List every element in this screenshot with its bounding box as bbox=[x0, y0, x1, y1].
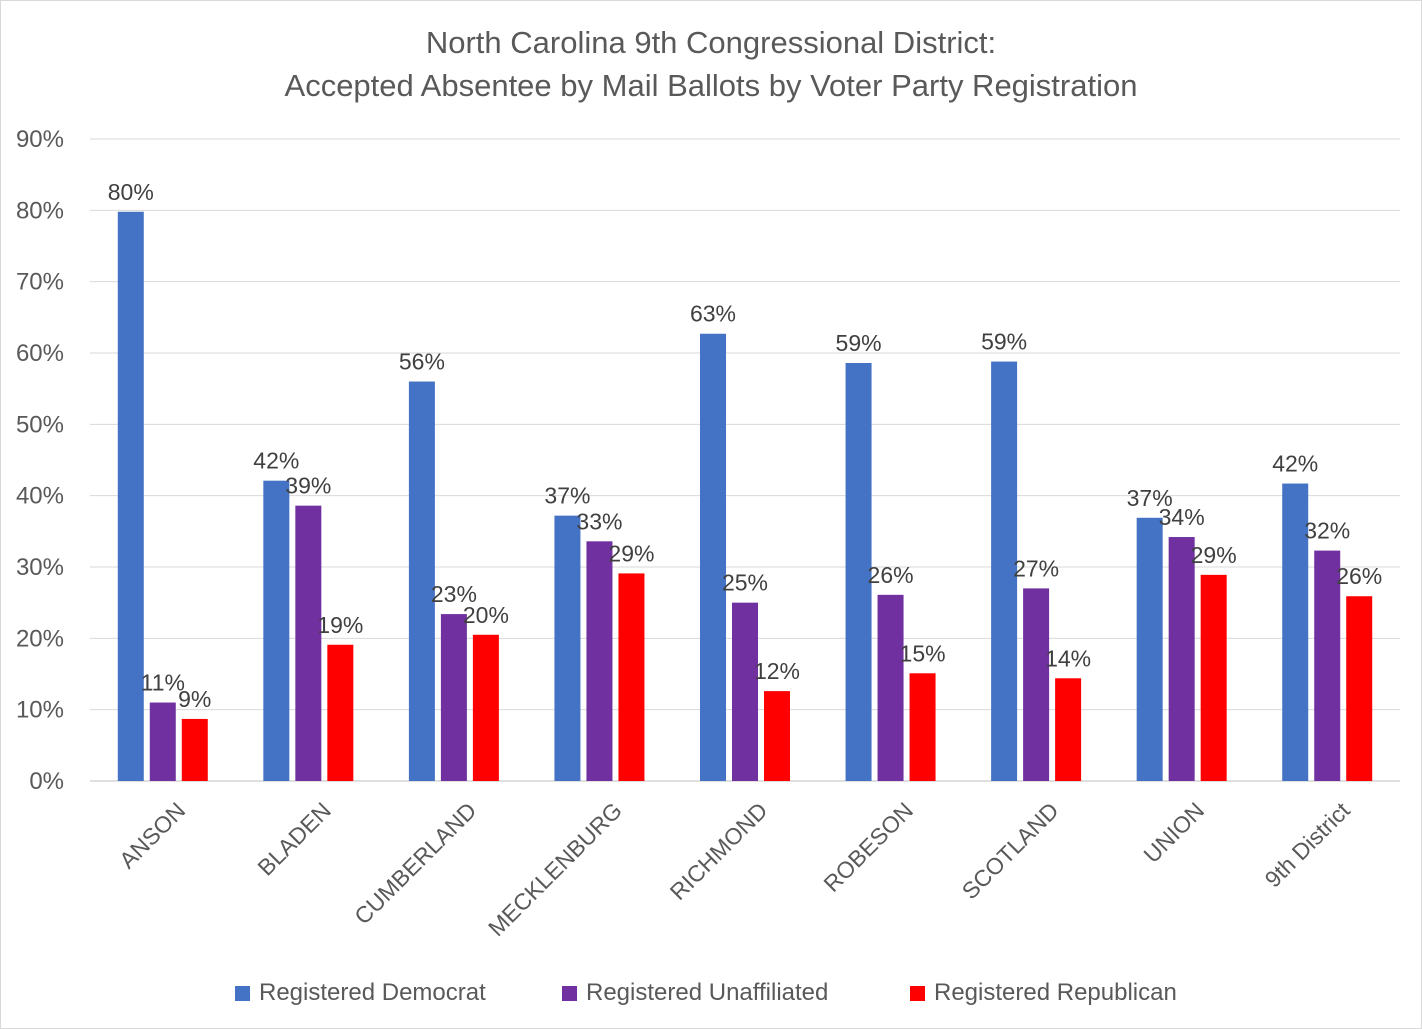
y-tick-label: 30% bbox=[16, 554, 64, 581]
bar-republican bbox=[909, 673, 936, 781]
data-label: 14% bbox=[1045, 645, 1091, 671]
bar-republican bbox=[1346, 596, 1373, 781]
legend-swatch-unaffiliated bbox=[562, 985, 577, 1001]
data-label: 80% bbox=[108, 179, 154, 205]
bar-unaffiliated bbox=[1023, 588, 1050, 781]
data-label: 42% bbox=[1272, 451, 1318, 477]
bar-democrat bbox=[991, 361, 1018, 781]
bar-unaffiliated bbox=[440, 614, 467, 781]
data-label: 56% bbox=[399, 349, 445, 375]
bar-unaffiliated bbox=[732, 602, 758, 781]
bar-republican bbox=[327, 644, 354, 781]
bar-republican bbox=[618, 573, 645, 781]
x-tick-label: CUMBERLAND bbox=[349, 797, 481, 929]
y-tick-label: 10% bbox=[16, 697, 64, 724]
data-label: 11% bbox=[141, 670, 185, 696]
x-tick-label: SCOTLAND bbox=[957, 797, 1064, 904]
data-label: 32% bbox=[1304, 518, 1350, 544]
bar-republican bbox=[1055, 678, 1082, 781]
data-label: 12% bbox=[754, 658, 800, 684]
bar-democrat bbox=[1282, 483, 1309, 781]
bar-democrat bbox=[117, 211, 144, 781]
bar-republican bbox=[181, 718, 208, 781]
y-tick-label: 20% bbox=[16, 625, 64, 652]
y-tick-label: 60% bbox=[16, 340, 64, 367]
legend-swatch-democrat bbox=[235, 985, 250, 1001]
chart-title-line-2: Accepted Absentee by Mail Ballots by Vot… bbox=[284, 68, 1138, 103]
x-tick-label: RICHMOND bbox=[665, 797, 773, 905]
bar-republican bbox=[1200, 574, 1227, 781]
data-label: 37% bbox=[544, 483, 590, 509]
bar-democrat bbox=[1136, 517, 1163, 781]
x-tick-label: UNION bbox=[1138, 797, 1209, 868]
data-label: 9% bbox=[178, 686, 211, 712]
data-label: 26% bbox=[868, 562, 914, 588]
data-label: 29% bbox=[1191, 542, 1237, 568]
legend-label-unaffiliated: Registered Unaffiliated bbox=[586, 979, 829, 1006]
bar-unaffiliated bbox=[1168, 537, 1195, 781]
data-label: 59% bbox=[981, 329, 1027, 355]
bar-unaffiliated bbox=[295, 505, 322, 781]
data-label: 34% bbox=[1159, 504, 1205, 530]
y-tick-label: 0% bbox=[29, 768, 64, 795]
data-label: 23% bbox=[431, 581, 477, 607]
data-label: 25% bbox=[722, 570, 768, 596]
data-label: 37% bbox=[1127, 485, 1173, 511]
x-tick-label: BLADEN bbox=[252, 797, 335, 880]
data-label: 29% bbox=[608, 540, 654, 566]
data-label: 15% bbox=[900, 640, 946, 666]
bar-democrat bbox=[845, 362, 872, 781]
legend: Registered Democrat Registered Unaffilia… bbox=[0, 975, 1422, 1011]
y-tick-label: 90% bbox=[16, 126, 64, 153]
bar-unaffiliated bbox=[1314, 550, 1341, 781]
legend-item-republican: Registered Republican bbox=[910, 975, 1177, 1011]
bar-unaffiliated bbox=[149, 702, 176, 781]
y-tick-label: 80% bbox=[16, 197, 64, 224]
data-label: 26% bbox=[1336, 563, 1382, 589]
data-label: 59% bbox=[836, 330, 882, 356]
data-label: 27% bbox=[1013, 555, 1059, 581]
legend-item-unaffiliated: Registered Unaffiliated bbox=[562, 975, 828, 1011]
x-tick-label: 9th District bbox=[1260, 797, 1356, 893]
bar-republican bbox=[472, 634, 499, 781]
bar-unaffiliated bbox=[586, 541, 613, 781]
bar-democrat bbox=[700, 333, 726, 781]
x-tick-label: ROBESON bbox=[818, 797, 918, 897]
legend-swatch-republican bbox=[910, 985, 925, 1001]
legend-label-republican: Registered Republican bbox=[934, 979, 1177, 1006]
legend-label-democrat: Registered Democrat bbox=[259, 979, 486, 1006]
data-label: 19% bbox=[317, 612, 363, 638]
bar-democrat bbox=[408, 381, 435, 781]
legend-item-democrat: Registered Democrat bbox=[235, 975, 486, 1011]
bar-unaffiliated bbox=[877, 594, 904, 781]
bar-democrat bbox=[263, 480, 290, 781]
data-label: 33% bbox=[576, 508, 622, 534]
data-label: 39% bbox=[285, 473, 331, 499]
data-label: 42% bbox=[253, 448, 299, 474]
data-label: 63% bbox=[690, 301, 736, 327]
bar-democrat bbox=[554, 515, 581, 781]
x-tick-label: MECKLENBURG bbox=[483, 797, 627, 941]
y-tick-label: 70% bbox=[16, 269, 64, 296]
chart-title-line-1: North Carolina 9th Congressional Distric… bbox=[425, 25, 997, 60]
data-label: 20% bbox=[463, 602, 509, 628]
y-tick-label: 40% bbox=[16, 483, 64, 510]
y-tick-label: 50% bbox=[16, 411, 64, 438]
x-tick-label: ANSON bbox=[114, 797, 190, 873]
bar-republican bbox=[764, 691, 790, 781]
